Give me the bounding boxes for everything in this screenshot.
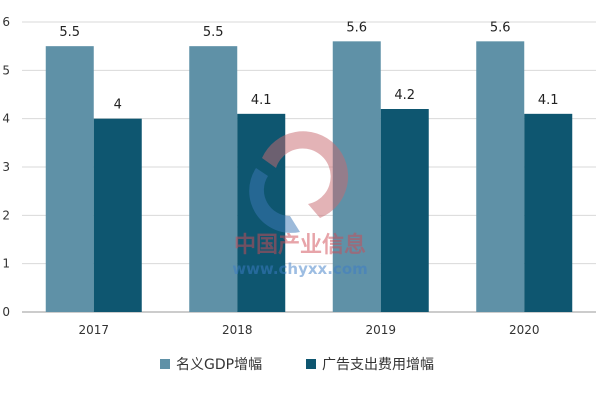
y-tick-label: 2 (2, 208, 10, 222)
legend-swatch (160, 359, 170, 369)
x-tick-label: 2020 (509, 323, 540, 337)
data-label: 4.1 (538, 93, 559, 108)
axes: 0 1 2 3 4 5 6 2017 2018 2019 2020 (2, 15, 539, 337)
legend-label: 广告支出费用增幅 (322, 357, 434, 373)
y-tick-label: 0 (2, 305, 10, 319)
y-tick-label: 5 (2, 63, 10, 77)
y-tick-label: 4 (2, 112, 10, 126)
data-labels: 5.5 4 5.5 4.1 5.6 4.2 5.6 4.1 (59, 20, 558, 112)
legend-swatch (306, 359, 316, 369)
y-tick-label: 6 (2, 15, 10, 29)
x-tick-label: 2017 (78, 323, 109, 337)
legend: 名义GDP增幅 广告支出费用增幅 (160, 357, 434, 373)
data-label: 5.6 (490, 20, 511, 35)
data-label: 4 (114, 98, 122, 113)
data-label: 4.2 (394, 88, 415, 103)
watermark-url-text: www.chyxx.com (232, 260, 368, 278)
bar-series-1 (189, 46, 238, 313)
data-label: 5.6 (346, 20, 367, 35)
bar-series-1 (476, 41, 525, 312)
bar-series-2 (380, 109, 429, 312)
x-tick-label: 2019 (365, 323, 396, 337)
bar-series-2 (524, 113, 573, 312)
watermark-cn-text: 中国产业信息 (234, 232, 366, 258)
data-label: 4.1 (251, 93, 272, 108)
data-label: 5.5 (59, 25, 80, 40)
data-label: 5.5 (203, 25, 224, 40)
watermark: 中国产业信息 www.chyxx.com (232, 131, 368, 278)
y-tick-label: 3 (2, 160, 10, 174)
x-tick-label: 2018 (222, 323, 253, 337)
legend-label: 名义GDP增幅 (176, 357, 262, 373)
y-tick-label: 1 (2, 257, 10, 271)
bars (45, 41, 573, 313)
watermark-logo (249, 131, 349, 233)
bar-series-1 (45, 46, 94, 313)
bar-series-2 (93, 118, 142, 313)
